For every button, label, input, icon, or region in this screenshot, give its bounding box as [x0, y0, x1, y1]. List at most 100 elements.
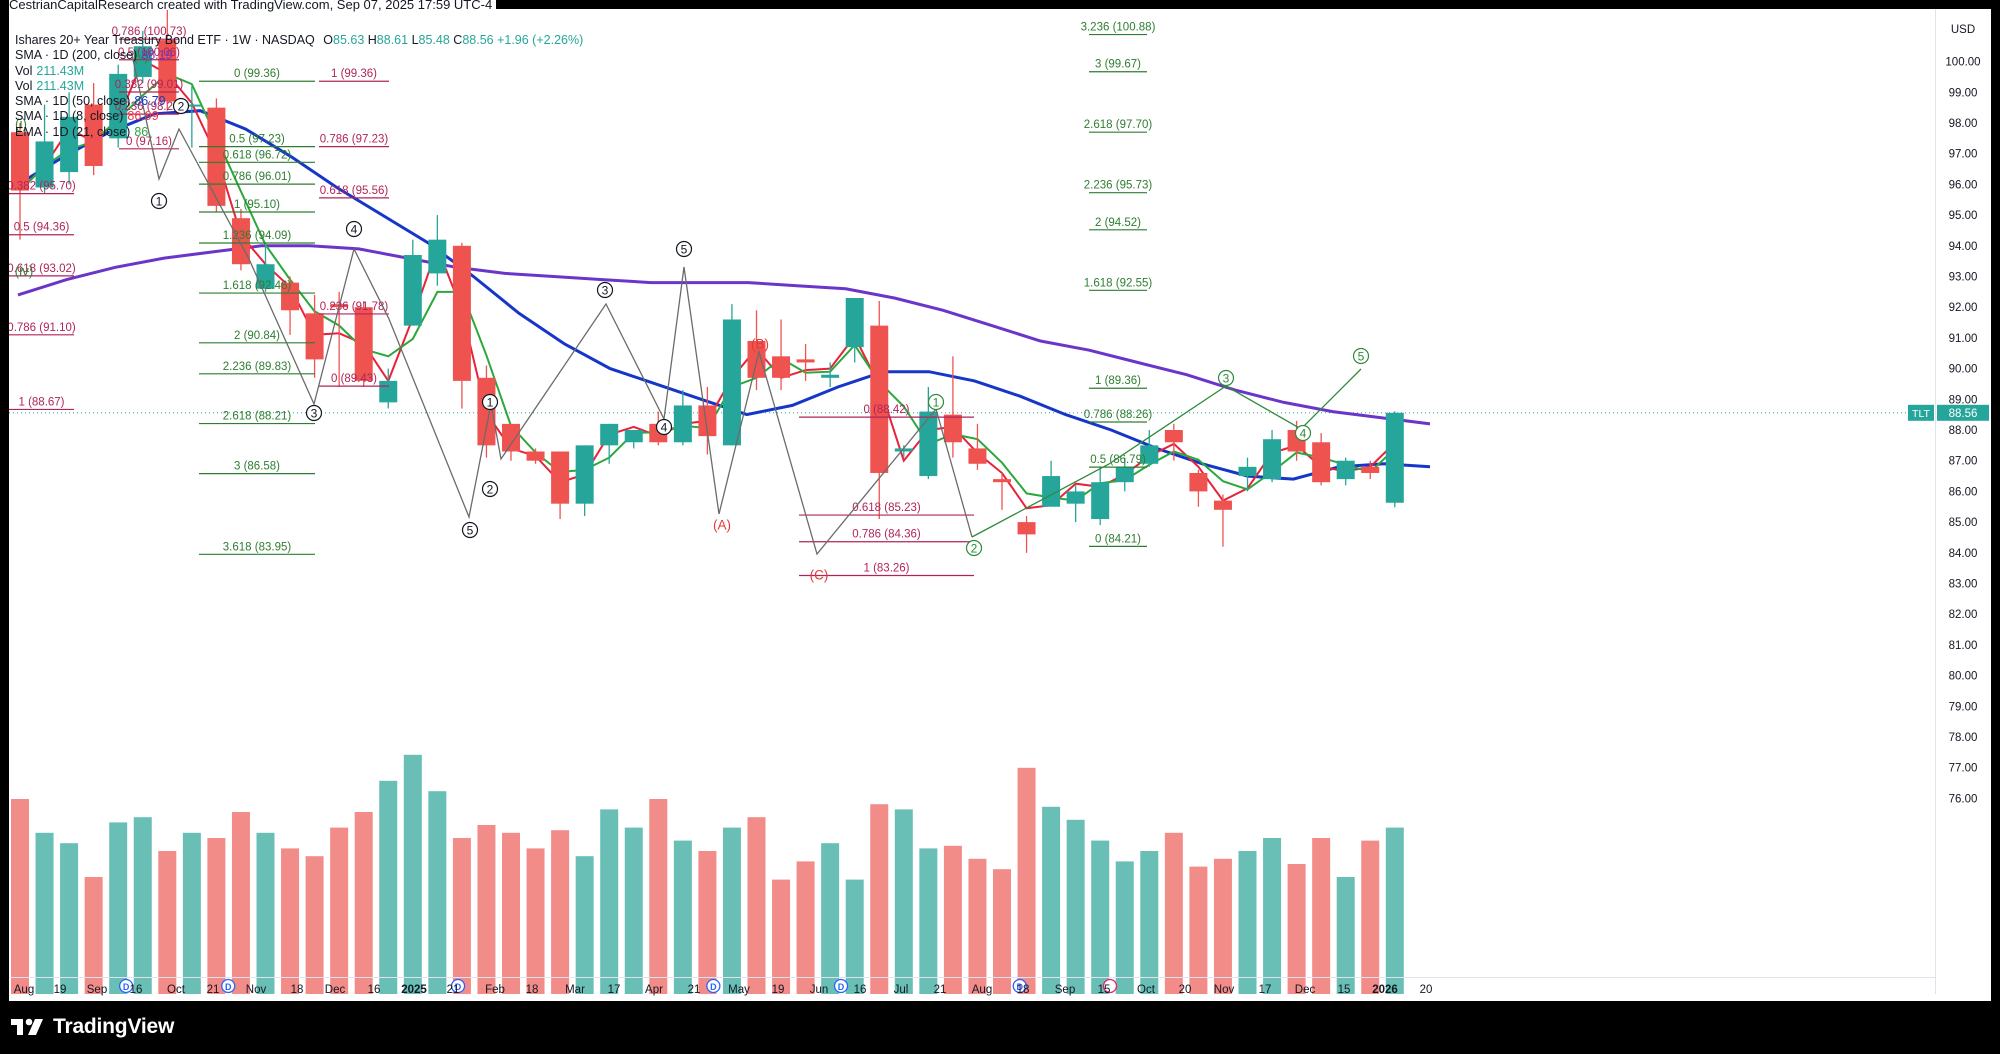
dividend-marker[interactable]: D [450, 978, 466, 994]
candle[interactable] [1336, 457, 1355, 486]
candle[interactable] [526, 448, 545, 464]
candle[interactable] [993, 472, 1011, 510]
candle[interactable] [1263, 430, 1282, 483]
candle[interactable] [109, 64, 128, 148]
wave-label[interactable]: 2 [481, 480, 499, 498]
candle[interactable] [256, 242, 275, 292]
wave-label[interactable]: 1 [481, 393, 499, 411]
volume-bar [772, 879, 791, 994]
wave-label[interactable]: 3 [596, 281, 614, 299]
candle[interactable] [11, 123, 29, 240]
chart-canvas[interactable]: 0 (99.36) 0.5 (97.23) 0.618 (96.72) 0.786 (… [9, 9, 1991, 1001]
candle[interactable] [1115, 457, 1134, 492]
candle[interactable] [281, 276, 300, 335]
candle[interactable] [1213, 494, 1232, 547]
upcoming-event-marker[interactable] [1102, 978, 1118, 994]
wave-label[interactable]: 3 [1217, 369, 1235, 387]
candle[interactable] [207, 98, 226, 213]
volume-bar [207, 838, 226, 994]
dividend-marker[interactable]: D [118, 978, 134, 994]
candle[interactable] [722, 304, 741, 446]
candle[interactable] [35, 104, 54, 194]
wave-circle [305, 404, 323, 422]
candle[interactable] [452, 242, 471, 409]
candle[interactable] [968, 423, 987, 470]
candle[interactable] [1238, 457, 1257, 492]
dividend-icon [221, 978, 236, 994]
candle[interactable] [60, 92, 79, 185]
candle[interactable] [870, 301, 889, 520]
time-axis[interactable]: Aug 19 Sep 16 Oct 21 Nov 18 Dec 16 2025 21 Feb 18 Mar 1… [9, 977, 1991, 1001]
wave-label[interactable]: 5 [461, 521, 479, 539]
candle[interactable] [1066, 485, 1085, 523]
candle-body [1042, 476, 1061, 507]
candle[interactable] [772, 319, 791, 391]
candle[interactable] [1164, 423, 1183, 461]
wave-label[interactable]: (iv) [15, 264, 34, 279]
wave-label[interactable]: 2 [965, 539, 983, 557]
candle[interactable] [1091, 466, 1110, 526]
candle[interactable] [673, 390, 692, 446]
candle[interactable] [354, 301, 373, 388]
indicator-row[interactable]: SMA · 1D (200, close) 88.19 [15, 48, 583, 63]
dividend-marker[interactable]: D [706, 978, 721, 994]
indicator-row[interactable]: SMA · 1D (50, close) 86.79 [15, 94, 583, 109]
symbol-title[interactable]: Ishares 20+ Year Treasury Bond ETF · 1W … [15, 33, 315, 47]
candle[interactable] [1312, 433, 1331, 486]
indicator-row[interactable]: Vol 211.43M [15, 64, 583, 79]
price-axis[interactable]: USD 100.00 99.00 98.00 97.00 96.00 95.00 94.00 9… [1935, 9, 1991, 994]
ohlc-close: 88.56 [462, 33, 494, 47]
candle[interactable] [1042, 460, 1061, 507]
wave-label[interactable]: 1 [150, 192, 168, 210]
candle[interactable] [502, 423, 520, 461]
indicator-row[interactable]: SMA · 1D (8, close) 86.99 [15, 109, 583, 124]
volume-bar [1263, 838, 1282, 994]
candle[interactable] [84, 83, 103, 176]
candle[interactable] [379, 368, 398, 409]
wave-label[interactable]: 1 [927, 393, 945, 411]
wave-label[interactable]: 4 [345, 220, 363, 238]
wave-label[interactable]: 4 [655, 418, 673, 436]
symbol-tag[interactable] [1908, 404, 1934, 421]
candle[interactable] [551, 451, 570, 520]
candle[interactable] [1361, 460, 1380, 480]
candle[interactable] [796, 344, 815, 381]
wave-label[interactable]: (v) [133, 49, 149, 64]
candle[interactable] [1140, 430, 1159, 467]
candle[interactable] [305, 294, 324, 378]
wave-label[interactable]: (A) [713, 518, 731, 533]
candle[interactable] [428, 215, 447, 286]
dividend-marker[interactable]: D [1012, 978, 1027, 994]
wave-label[interactable]: 4 [1294, 424, 1312, 442]
wave-label[interactable]: 5 [675, 240, 693, 258]
wave-label[interactable]: (i) [15, 117, 27, 132]
footer-brand[interactable]: TradingView [9, 1004, 174, 1050]
candle[interactable] [1189, 469, 1208, 507]
wave-label[interactable]: 5 [1352, 347, 1370, 365]
candle[interactable] [747, 310, 766, 391]
volume-bar [477, 825, 496, 994]
volume-bar [943, 845, 962, 994]
candle[interactable] [403, 239, 422, 326]
candle[interactable] [600, 423, 619, 464]
wave-label[interactable]: 2 [172, 97, 190, 115]
wave-label[interactable]: 3 [305, 404, 323, 422]
wave-label[interactable]: (B) [751, 337, 769, 352]
candle[interactable] [698, 387, 717, 455]
volume-bar [1213, 858, 1232, 994]
candle[interactable] [182, 86, 201, 148]
indicator-row[interactable]: Vol 211.43M [15, 79, 583, 94]
candle[interactable] [943, 356, 962, 458]
wave-label[interactable]: (C) [810, 568, 829, 583]
candle[interactable] [575, 445, 594, 516]
candle[interactable] [1385, 411, 1404, 508]
candle[interactable] [1017, 515, 1036, 553]
dividend-marker[interactable]: D [221, 978, 236, 994]
volume-bar [1336, 877, 1355, 994]
dividend-marker[interactable]: D [833, 978, 849, 994]
indicator-row[interactable]: EMA · 1D (21, close) 86. [15, 125, 583, 140]
candle[interactable] [845, 297, 864, 363]
candle[interactable] [624, 430, 643, 449]
candle[interactable] [821, 362, 840, 388]
